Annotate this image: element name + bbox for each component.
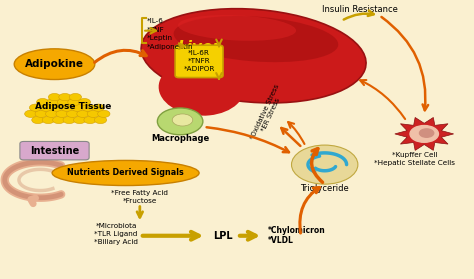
Polygon shape	[395, 117, 454, 150]
Text: Liver: Liver	[178, 40, 220, 55]
Circle shape	[29, 104, 42, 111]
Circle shape	[47, 98, 59, 106]
Circle shape	[68, 98, 80, 106]
Text: Nutrients Derived Signals: Nutrients Derived Signals	[67, 169, 184, 177]
Circle shape	[66, 110, 79, 117]
Circle shape	[94, 116, 107, 124]
Text: Macrophage: Macrophage	[151, 134, 209, 143]
Circle shape	[87, 110, 100, 117]
Circle shape	[98, 110, 110, 117]
Text: *IL-6
*TNF
*Leptin
*Adiponectin: *IL-6 *TNF *Leptin *Adiponectin	[147, 18, 193, 50]
Circle shape	[36, 98, 49, 106]
Circle shape	[42, 116, 55, 124]
Text: Insulin Resistance: Insulin Resistance	[322, 5, 398, 14]
Circle shape	[82, 104, 94, 111]
Circle shape	[53, 116, 65, 124]
Circle shape	[71, 104, 83, 111]
Circle shape	[77, 110, 89, 117]
Circle shape	[84, 116, 96, 124]
Circle shape	[40, 104, 52, 111]
Circle shape	[69, 93, 82, 101]
Circle shape	[410, 126, 438, 142]
Circle shape	[172, 114, 193, 126]
Circle shape	[57, 98, 70, 106]
Circle shape	[56, 110, 68, 117]
Text: *Kupffer Cell
*Hepatic Stellate Cells: *Kupffer Cell *Hepatic Stellate Cells	[374, 152, 455, 166]
Circle shape	[46, 110, 58, 117]
Circle shape	[59, 93, 71, 101]
Ellipse shape	[14, 49, 95, 80]
Text: Triglyceride: Triglyceride	[301, 184, 349, 193]
Circle shape	[292, 145, 358, 184]
Circle shape	[419, 129, 434, 137]
Text: *Oxidative Stress
*ER Stress: *Oxidative Stress *ER Stress	[249, 83, 286, 143]
Text: Intestine: Intestine	[30, 146, 79, 156]
Circle shape	[50, 104, 63, 111]
Text: Adipokine: Adipokine	[25, 59, 84, 69]
Ellipse shape	[141, 9, 366, 103]
Circle shape	[157, 108, 203, 135]
Circle shape	[78, 98, 91, 106]
FancyBboxPatch shape	[20, 141, 89, 160]
Circle shape	[92, 104, 104, 111]
Text: *Chylomicron
*VLDL: *Chylomicron *VLDL	[268, 226, 326, 246]
Circle shape	[35, 110, 47, 117]
Text: *Microbiota
*TLR Ligand
*Biliary Acid: *Microbiota *TLR Ligand *Biliary Acid	[94, 223, 138, 245]
FancyBboxPatch shape	[175, 45, 223, 78]
Circle shape	[25, 110, 37, 117]
Ellipse shape	[159, 60, 244, 116]
Circle shape	[73, 116, 86, 124]
Circle shape	[32, 116, 44, 124]
Text: *IL-6R
*TNFR
*ADIPOR: *IL-6R *TNFR *ADIPOR	[183, 50, 215, 72]
Circle shape	[61, 104, 73, 111]
Circle shape	[63, 116, 75, 124]
Circle shape	[48, 93, 61, 101]
Text: LPL: LPL	[213, 231, 233, 241]
Ellipse shape	[173, 16, 338, 62]
Text: Adipose Tissue: Adipose Tissue	[35, 102, 112, 110]
Ellipse shape	[178, 15, 296, 41]
Ellipse shape	[52, 160, 199, 186]
Text: *Free Fatty Acid
*Fructose: *Free Fatty Acid *Fructose	[111, 190, 168, 204]
